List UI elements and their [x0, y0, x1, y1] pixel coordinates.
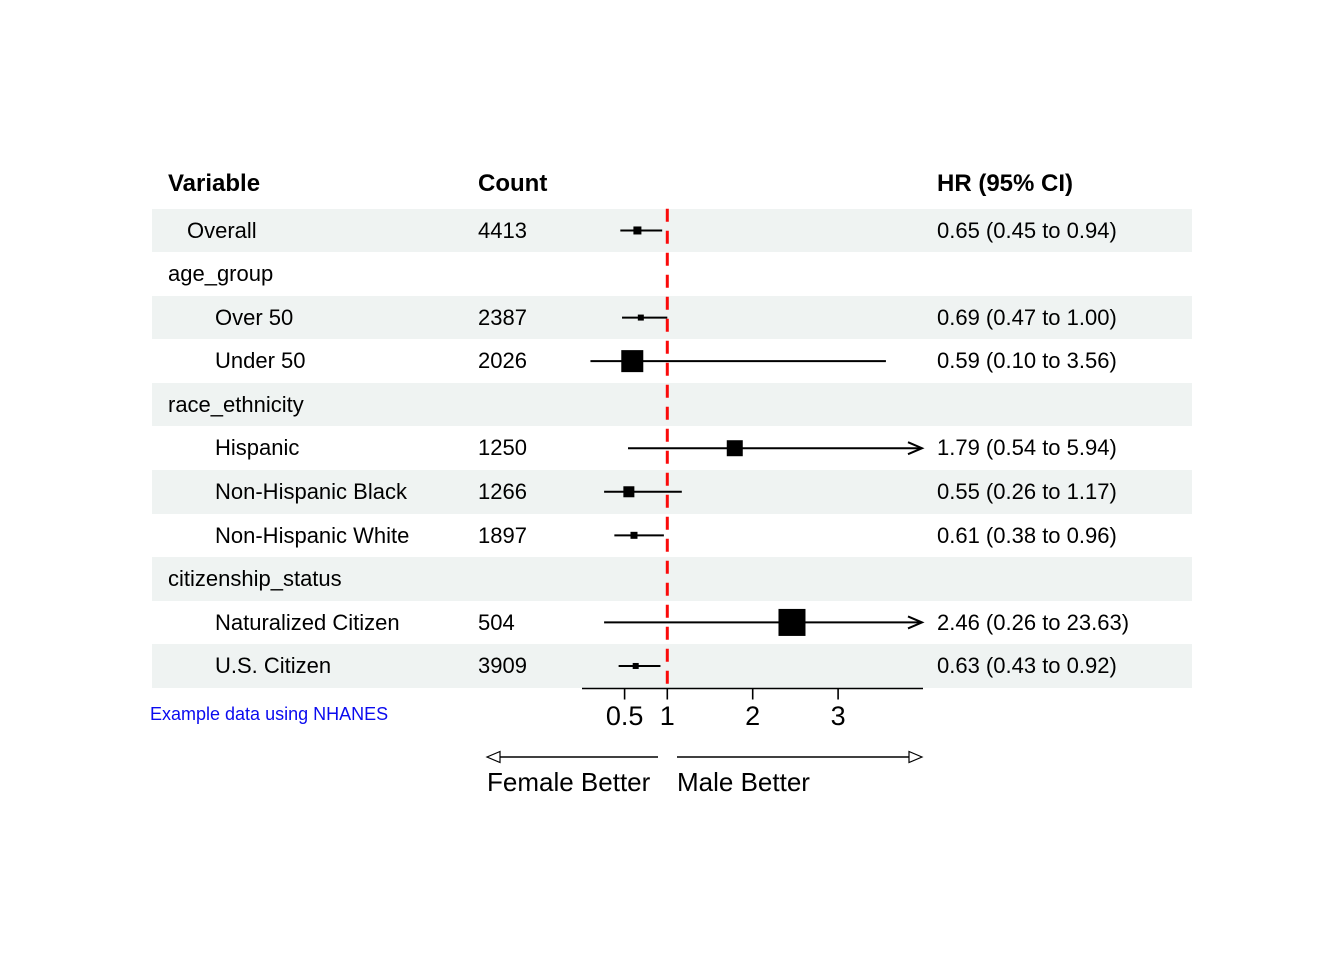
x-axis-tick-label: 0.5	[605, 701, 644, 731]
group-row: citizenship_status	[152, 557, 1192, 601]
row-count: 1266	[478, 478, 527, 504]
table-header-row: Variable Count HR (95% CI)	[152, 160, 1192, 208]
row-hr-ci: 0.69 (0.47 to 1.00)	[937, 304, 1117, 330]
row-count: 1250	[478, 435, 527, 461]
row-label: Non-Hispanic White	[215, 522, 410, 548]
column-header-count: Count	[478, 170, 548, 197]
row-label: Hispanic	[215, 435, 300, 461]
table-row: Under 50 2026 0.59 (0.10 to 3.56)	[152, 339, 1192, 383]
table-row: Non-Hispanic Black 1266 0.55 (0.26 to 1.17…	[152, 469, 1192, 514]
group-row: age_group	[152, 252, 1192, 296]
row-hr-ci: 0.63 (0.43 to 0.92)	[937, 653, 1117, 679]
table-row: Naturalized Citizen 504 2.46 (0.26 to 23.6…	[152, 601, 1192, 645]
row-hr-ci: 0.55 (0.26 to 1.17)	[937, 478, 1117, 504]
row-label: U.S. Citizen	[215, 653, 332, 679]
group-row: race_ethnicity	[152, 382, 1192, 427]
row-label: Non-Hispanic Black	[215, 478, 407, 504]
row-count: 2026	[478, 348, 527, 374]
x-axis-tick-label: 2	[745, 701, 761, 731]
row-count: 2387	[478, 304, 527, 330]
column-header-hr-ci: HR (95% CI)	[937, 170, 1074, 197]
axis-direction-label-male-better: Male Better	[677, 767, 810, 797]
row-label: Naturalized Citizen	[215, 609, 400, 635]
row-hr-ci: 1.79 (0.54 to 5.94)	[937, 435, 1117, 461]
table-row: Over 50 2387 0.69 (0.47 to 1.00)	[152, 295, 1192, 340]
row-hr-ci: 2.46 (0.26 to 23.63)	[937, 609, 1130, 635]
row-label: Under 50	[215, 348, 306, 374]
row-hr-ci: 0.61 (0.38 to 0.96)	[937, 522, 1117, 548]
table-row: Hispanic 1250 1.79 (0.54 to 5.94)	[152, 426, 1192, 470]
row-label: Overall	[187, 217, 257, 243]
row-hr-ci: 0.65 (0.45 to 0.94)	[937, 217, 1117, 243]
row-hr-ci: 0.59 (0.10 to 3.56)	[937, 348, 1117, 374]
footnote-text: Example data using NHANES	[150, 704, 389, 724]
row-label: Over 50	[215, 304, 294, 330]
axis-direction-label-female-better: Female Better	[487, 767, 651, 797]
x-axis-tick-label: 3	[830, 701, 846, 731]
male-better-arrowhead	[908, 750, 924, 764]
row-label: race_ethnicity	[168, 391, 304, 417]
row-count: 4413	[478, 217, 527, 243]
row-count: 3909	[478, 653, 527, 679]
row-label: age_group	[168, 261, 274, 287]
row-count: 504	[478, 609, 515, 635]
table-row: U.S. Citizen 3909 0.63 (0.43 to 0.92)	[152, 644, 1192, 688]
table-row: Overall 4413 0.65 (0.45 to 0.94)	[152, 208, 1192, 253]
table-row: Non-Hispanic White 1897 0.61 (0.38 to 0.96…	[152, 514, 1192, 558]
table-body: Overall 4413 0.65 (0.45 to 0.94) age_group O…	[152, 208, 1192, 688]
row-count: 1897	[478, 522, 527, 548]
x-axis-tick-label: 1	[659, 701, 675, 731]
row-label: citizenship_status	[168, 566, 342, 592]
female-better-arrowhead	[485, 750, 501, 764]
column-header-variable: Variable	[168, 170, 261, 197]
